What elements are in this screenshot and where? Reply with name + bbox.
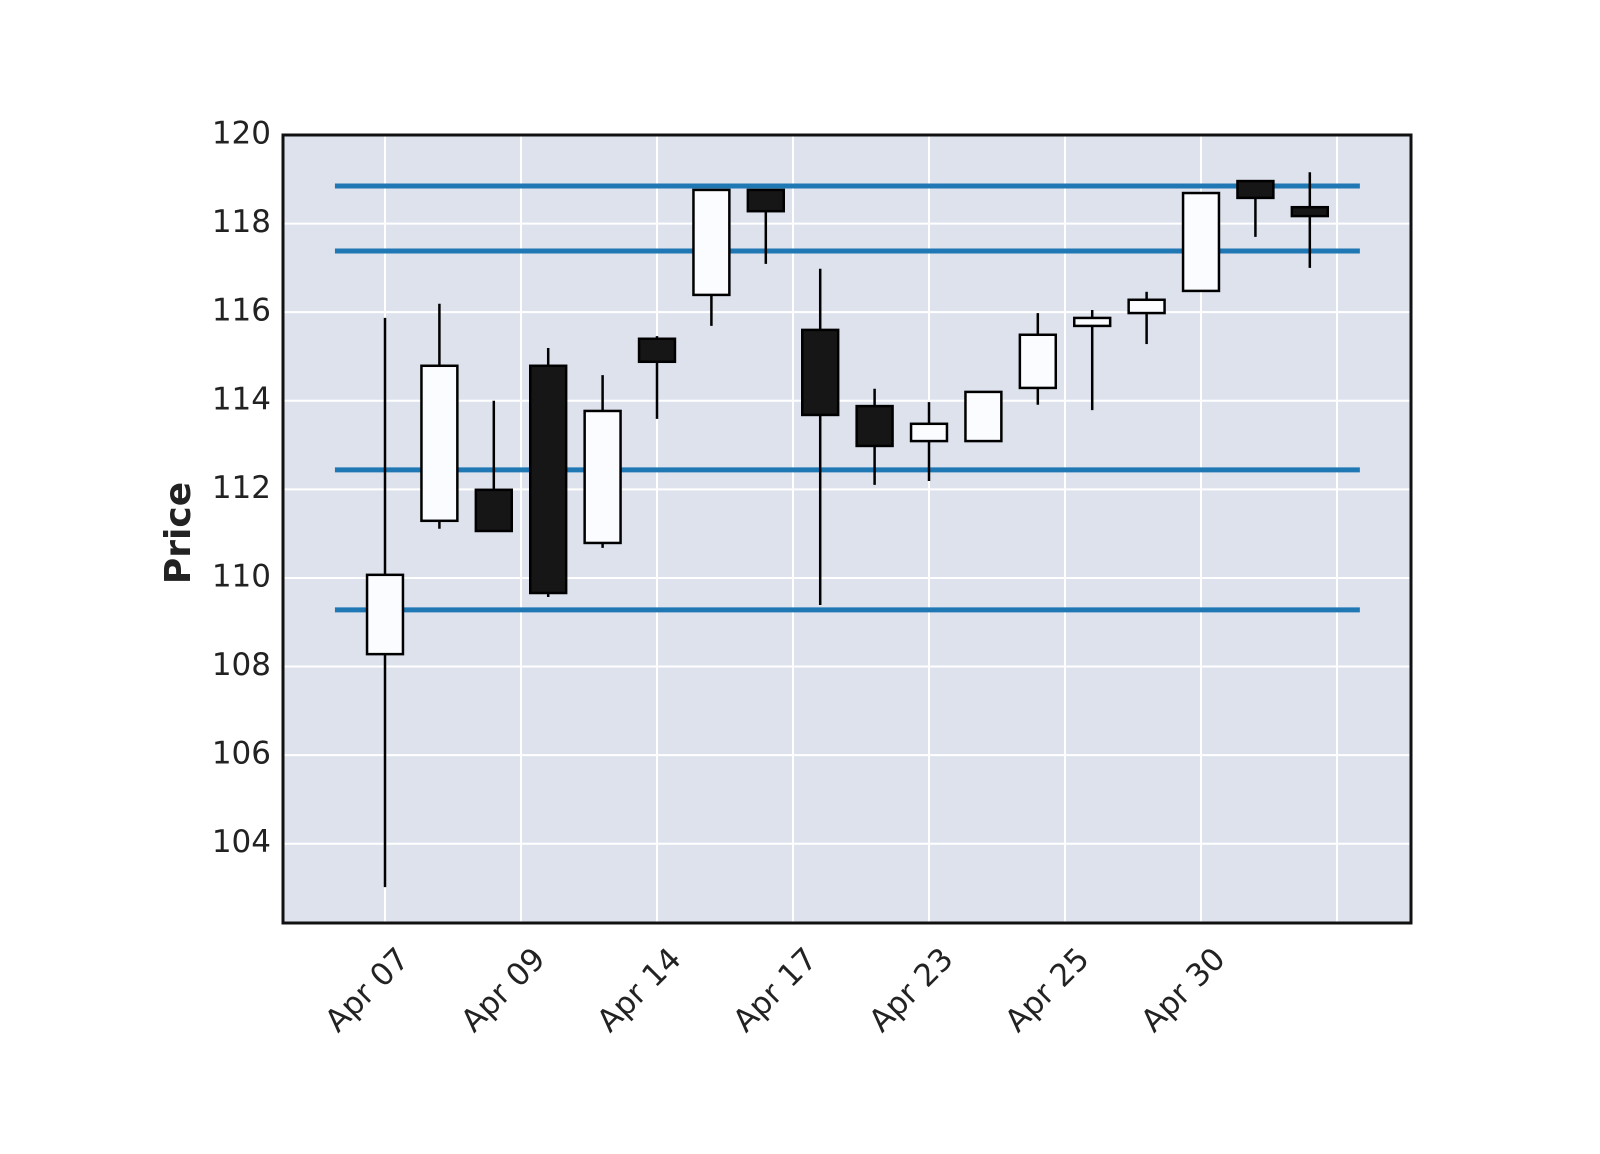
y-tick-label: 114 — [212, 381, 271, 417]
candle-body — [474, 488, 514, 533]
candle-body — [365, 573, 405, 656]
candle-body — [1073, 316, 1112, 328]
candle-body — [420, 364, 459, 523]
x-tick-label: Apr 09 — [454, 941, 552, 1039]
y-tick-label: 118 — [212, 204, 271, 240]
candle-body — [1181, 191, 1221, 293]
candle-body — [692, 188, 731, 297]
candle-body — [583, 409, 622, 545]
x-tick-label: Apr 07 — [318, 941, 416, 1039]
candles — [365, 172, 1330, 888]
y-tick-label: 104 — [212, 824, 271, 860]
x-tick-label: Apr 17 — [726, 941, 824, 1039]
y-tick-label: 108 — [212, 647, 271, 683]
y-axis-label: Price — [158, 482, 199, 584]
candle-body — [1127, 298, 1166, 315]
candle-body — [529, 364, 568, 595]
candle-body — [1018, 333, 1058, 390]
x-tick-label: Apr 23 — [862, 941, 960, 1039]
plot-frame — [281, 133, 1413, 925]
candle-body — [964, 390, 1003, 443]
candle-body — [1290, 205, 1330, 218]
candle-body — [909, 422, 949, 443]
y-tick-label: 110 — [212, 558, 271, 594]
candle-body — [746, 188, 786, 213]
x-tick-label: Apr 25 — [998, 941, 1096, 1039]
y-tick-label: 120 — [212, 116, 271, 152]
candle-body — [1236, 179, 1275, 200]
y-tick-label: 106 — [212, 736, 271, 772]
y-tick-label: 112 — [212, 470, 271, 506]
y-tick-label: 116 — [212, 293, 271, 329]
x-tick-label: Apr 30 — [1134, 941, 1232, 1039]
x-tick-label: Apr 14 — [590, 941, 688, 1039]
candle-body — [801, 328, 840, 417]
candle-body — [637, 337, 677, 364]
plot-background — [283, 135, 1411, 923]
candle-body — [855, 404, 894, 448]
